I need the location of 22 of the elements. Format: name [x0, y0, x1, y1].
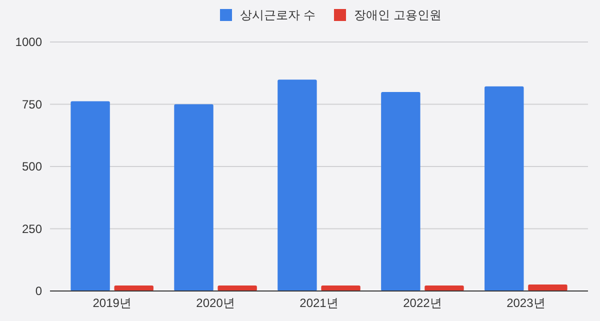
x-tick-label: 2020년 [196, 296, 235, 310]
x-tick-label: 2023년 [506, 296, 546, 310]
y-tick-label: 0 [35, 284, 42, 298]
x-tick-label: 2022년 [403, 296, 442, 310]
bar [218, 286, 257, 291]
bar [174, 104, 214, 291]
y-tick-label: 750 [22, 97, 42, 112]
y-tick-label: 1000 [15, 35, 42, 50]
legend-label: 장애인 고용인원 [354, 8, 442, 22]
bar [424, 286, 464, 291]
bar [528, 284, 568, 291]
bar [321, 286, 360, 291]
x-tick-label: 2021년 [300, 296, 338, 310]
bar [114, 286, 154, 291]
bar [278, 80, 317, 291]
bar [381, 92, 420, 291]
y-tick-label: 250 [22, 222, 42, 236]
bar [70, 101, 110, 291]
legend-label: 상시근로자 수 [240, 8, 316, 22]
y-tick-label: 500 [22, 160, 42, 174]
bar [484, 86, 524, 291]
x-tick-label: 2019년 [92, 296, 132, 310]
